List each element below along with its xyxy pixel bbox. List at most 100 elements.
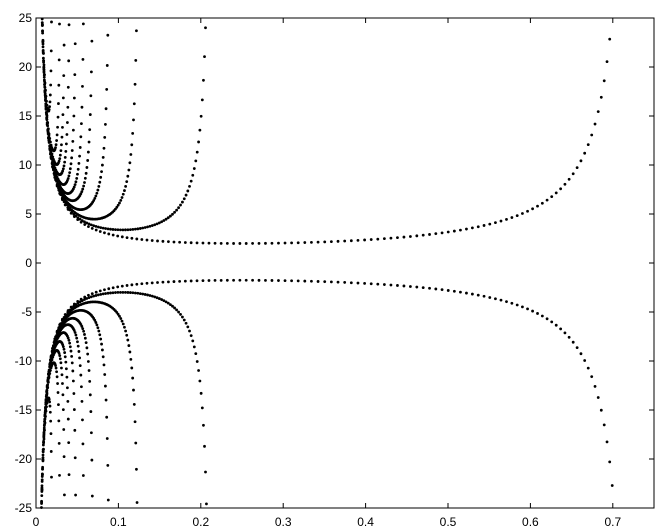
data-point [75, 336, 79, 340]
data-point [53, 337, 57, 341]
data-point [156, 239, 159, 243]
data-point [120, 235, 124, 239]
data-point [67, 473, 71, 477]
data-point [521, 305, 524, 309]
data-points [40, 17, 614, 509]
data-point [83, 176, 87, 180]
data-point [189, 334, 193, 338]
data-point [55, 133, 59, 137]
data-point [148, 294, 152, 297]
data-point [96, 225, 100, 229]
data-point [107, 287, 111, 291]
data-point [99, 226, 103, 229]
data-point [48, 400, 51, 404]
data-point [204, 470, 207, 474]
data-point [155, 296, 159, 300]
data-point [47, 108, 51, 111]
data-point [53, 176, 57, 179]
data-point [116, 312, 120, 316]
data-point [81, 84, 84, 88]
data-point [125, 180, 129, 184]
data-point [129, 228, 132, 232]
data-point [61, 125, 64, 129]
data-point [42, 439, 45, 443]
y-tick-label: -15 [15, 403, 33, 417]
data-point [599, 95, 603, 99]
data-point [363, 238, 366, 242]
data-point [554, 323, 558, 327]
data-point [164, 217, 168, 221]
data-point [101, 348, 104, 352]
data-point [428, 286, 431, 290]
data-point [48, 404, 52, 408]
data-point [143, 293, 147, 296]
data-point [303, 241, 307, 244]
data-point [47, 136, 50, 140]
data-point [184, 321, 188, 325]
data-point [103, 231, 106, 235]
data-point [83, 298, 86, 301]
data-point [459, 290, 462, 294]
data-point [162, 299, 166, 303]
data-point [44, 108, 48, 111]
data-point [106, 33, 110, 37]
data-point [78, 154, 81, 158]
data-point [78, 356, 81, 360]
data-point [78, 364, 82, 367]
data-point [66, 309, 70, 312]
y-tick-label: -10 [15, 354, 33, 368]
data-point [160, 298, 164, 301]
data-point [46, 379, 50, 382]
data-point [593, 122, 597, 126]
data-point [43, 419, 46, 423]
data-point [189, 179, 193, 183]
data-point [57, 326, 61, 330]
data-point [67, 441, 71, 444]
data-point [135, 237, 139, 241]
data-point [79, 373, 83, 377]
data-point [83, 295, 87, 299]
data-point [396, 284, 399, 287]
data-point [409, 235, 412, 238]
data-point [69, 349, 73, 353]
data-point [109, 291, 112, 295]
data-point [83, 181, 86, 184]
data-point [80, 385, 83, 389]
data-point [41, 29, 44, 33]
data-point [166, 216, 170, 220]
data-point [57, 58, 61, 62]
data-point [593, 384, 597, 388]
data-point [64, 142, 68, 146]
data-point [586, 143, 590, 147]
data-point [494, 221, 497, 225]
data-point [44, 403, 48, 406]
data-point [99, 175, 103, 179]
data-point [95, 191, 99, 195]
data-point [85, 346, 89, 350]
data-point [120, 319, 124, 323]
data-point [198, 379, 202, 383]
data-point [153, 223, 157, 227]
data-point [56, 125, 59, 129]
data-point [48, 105, 51, 109]
data-point [550, 320, 554, 324]
data-point [389, 283, 393, 287]
data-point [183, 279, 187, 283]
data-point [150, 281, 154, 285]
data-point [526, 307, 529, 311]
data-point [126, 338, 130, 342]
data-point [48, 144, 52, 148]
data-point [310, 240, 313, 244]
data-point [101, 155, 105, 159]
y-tick-label: -20 [15, 452, 33, 466]
data-point [55, 329, 59, 333]
data-point [200, 406, 204, 410]
data-point [104, 384, 107, 388]
data-point [177, 206, 180, 210]
data-point [44, 111, 48, 115]
data-point [72, 185, 76, 189]
data-point [41, 40, 45, 44]
data-point [115, 205, 119, 209]
data-point [343, 239, 347, 243]
data-point [129, 291, 132, 294]
